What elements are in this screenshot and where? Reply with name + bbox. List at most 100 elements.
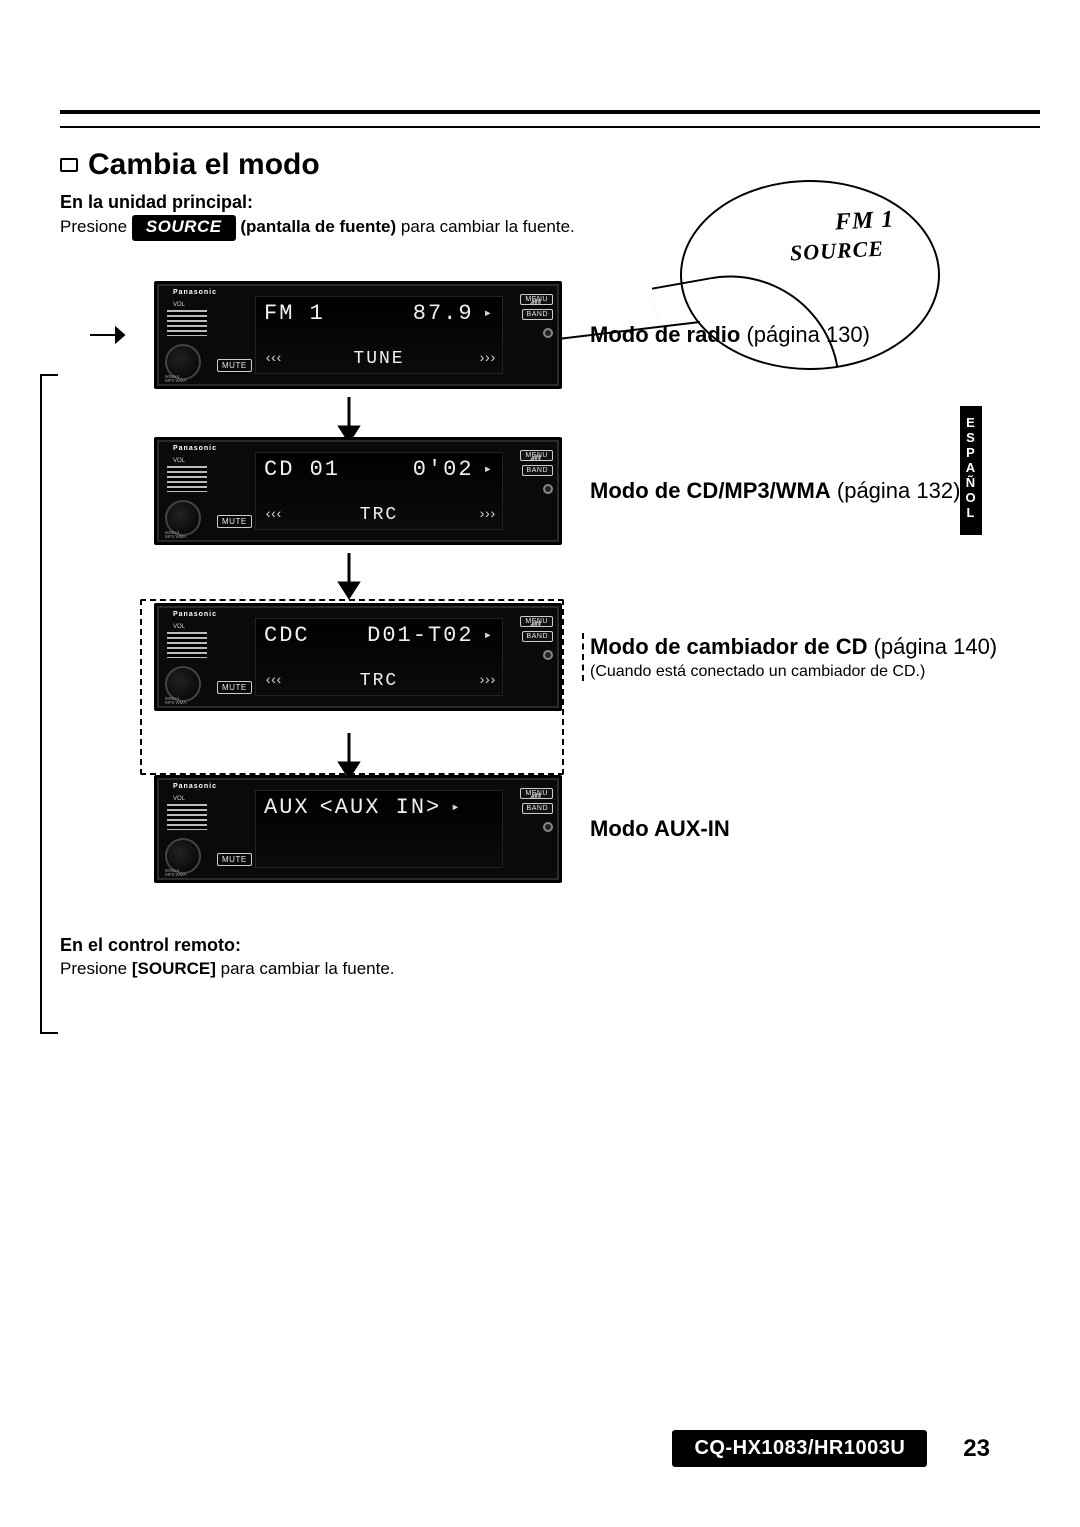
mode-title: Modo de cambiador de CD (590, 634, 867, 659)
lang-n: Ñ (960, 476, 982, 491)
lang-p: P (960, 446, 982, 461)
band-button: BAND (522, 803, 553, 814)
sensor-icon: ◢▮▮ (530, 792, 541, 799)
rule-thick (60, 110, 1040, 114)
head-unit-display-radio: Panasonic VOL MUTE 50Wx4MP3 WMA FM 1 87.… (154, 281, 562, 389)
head-unit-display-changer: Panasonic VOL MUTE 50Wx4MP3 WMA CDC D01-… (154, 603, 562, 711)
power-button-icon (543, 328, 553, 338)
source-button-graphic: SOURCE (132, 215, 236, 241)
display-source-label: SOURCE (789, 236, 884, 267)
mode-label-changer: Modo de cambiador de CD (página 140) (Cu… (582, 633, 997, 682)
chev-left-icon: ‹‹‹ (264, 507, 280, 523)
lcd-screen: AUX <AUX IN> ▸ (255, 790, 503, 868)
section-title: Cambia el modo (60, 148, 1040, 182)
remote-section: En el control remoto: Presione [SOURCE] … (60, 935, 1040, 981)
mode-title: Modo de CD/MP3/WMA (590, 478, 831, 503)
power-button-icon (543, 484, 553, 494)
speaker-grille-icon (167, 466, 207, 492)
model-number: CQ-HX1083/HR1003U (672, 1430, 927, 1467)
mute-button: MUTE (217, 359, 252, 372)
mode-page: (página 132) (831, 478, 961, 503)
lang-a: A (960, 461, 982, 476)
lcd-sub: TUNE (290, 349, 468, 369)
vol-label: VOL (173, 796, 185, 802)
play-icon: ▸ (484, 627, 494, 644)
play-icon: ▸ (451, 799, 461, 816)
mode-label-radio: Modo de radio (página 130) (590, 321, 870, 350)
arrow-down-icon (334, 733, 364, 781)
lang-s: S (960, 431, 982, 446)
section-title-text: Cambia el modo (88, 148, 320, 182)
mode-page: (página 140) (867, 634, 997, 659)
mode-subtext: (Cuando está conectado un cambiador de C… (590, 663, 997, 681)
mute-button: MUTE (217, 515, 252, 528)
mode-row-cd: Panasonic VOL MUTE 50Wx4MP3 WMA CD 01 0'… (80, 437, 1060, 545)
language-tab: E S P A Ñ O L (960, 406, 982, 535)
mode-row-aux: Panasonic VOL MUTE 50Wx4MP3 WMA AUX <AUX… (80, 775, 1060, 883)
mode-label-cd: Modo de CD/MP3/WMA (página 132) (590, 477, 960, 506)
right-buttons: ◢▮▮ MENU BAND (509, 616, 553, 660)
model-tiny: 50Wx4MP3 WMA (165, 697, 187, 706)
page-footer: CQ-HX1083/HR1003U 23 (0, 1430, 1080, 1467)
lcd-screen: CD 01 0'02 ▸ ‹‹‹ TRC ››› (255, 452, 503, 530)
sensor-icon: ◢▮▮ (530, 454, 541, 461)
chev-left-icon: ‹‹‹ (264, 673, 280, 689)
band-button: BAND (522, 465, 553, 476)
lang-l: L (960, 506, 982, 521)
right-buttons: ◢▮▮ MENU BAND (509, 450, 553, 494)
text-mid: (pantalla de fuente) (240, 217, 396, 236)
chev-right-icon: ››› (478, 673, 494, 689)
play-icon: ▸ (484, 461, 494, 478)
speaker-grille-icon (167, 632, 207, 658)
lang-e: E (960, 416, 982, 431)
lcd-value: D01-T02 (367, 623, 473, 648)
band-button: BAND (522, 631, 553, 642)
lcd-mode: CDC (264, 623, 310, 648)
lcd-sub: TRC (290, 671, 468, 691)
lcd-mode: AUX (264, 795, 310, 820)
rule-thin (60, 126, 1040, 128)
lcd-value: 0'02 (413, 457, 474, 482)
speaker-grille-icon (167, 804, 207, 830)
lcd-value: 87.9 (413, 301, 474, 326)
remote-pre: Presione (60, 959, 127, 978)
mode-page: (página 130) (740, 322, 870, 347)
chev-left-icon: ‹‹‹ (264, 351, 280, 367)
remote-instruction: Presione [SOURCE] para cambiar la fuente… (60, 958, 1040, 981)
power-button-icon (543, 650, 553, 660)
display-fm-label: FM 1 (834, 206, 895, 236)
brand-label: Panasonic (173, 611, 217, 618)
model-tiny: 50Wx4MP3 WMA (165, 869, 187, 878)
mode-label-aux: Modo AUX-IN (590, 815, 730, 844)
mode-title: Modo AUX-IN (590, 816, 730, 841)
flow-bracket (40, 374, 58, 1034)
model-tiny: 50Wx4MP3 WMA (165, 375, 187, 384)
brand-label: Panasonic (173, 783, 217, 790)
text-pre: Presione (60, 217, 127, 236)
page-number: 23 (963, 1435, 990, 1463)
sensor-icon: ◢▮▮ (530, 298, 541, 305)
mode-flow: Panasonic VOL MUTE 50Wx4MP3 WMA FM 1 87.… (80, 281, 1060, 883)
lcd-screen: FM 1 87.9 ▸ ‹‹‹ TUNE ››› (255, 296, 503, 374)
right-buttons: ◢▮▮ MENU BAND (509, 294, 553, 338)
brand-label: Panasonic (173, 289, 217, 296)
manual-page: Cambia el modo En la unidad principal: P… (0, 0, 1080, 1527)
chev-right-icon: ››› (478, 351, 494, 367)
chev-right-icon: ››› (478, 507, 494, 523)
speaker-grille-icon (167, 310, 207, 336)
sensor-icon: ◢▮▮ (530, 620, 541, 627)
vol-label: VOL (173, 302, 185, 308)
mute-button: MUTE (217, 681, 252, 694)
play-icon: ▸ (484, 305, 494, 322)
mode-title: Modo de radio (590, 322, 740, 347)
head-unit-display-aux: Panasonic VOL MUTE 50Wx4MP3 WMA AUX <AUX… (154, 775, 562, 883)
vol-label: VOL (173, 458, 185, 464)
mode-row-radio: Panasonic VOL MUTE 50Wx4MP3 WMA FM 1 87.… (80, 281, 1060, 389)
lcd-sub: TRC (290, 505, 468, 525)
arrow-down-icon (334, 553, 364, 601)
lcd-mode: CD 01 (264, 457, 340, 482)
arrow-right-icon (80, 326, 126, 344)
right-buttons: ◢▮▮ MENU BAND (509, 788, 553, 832)
mode-row-cd-changer: Panasonic VOL MUTE 50Wx4MP3 WMA CDC D01-… (80, 603, 1060, 711)
band-button: BAND (522, 309, 553, 320)
